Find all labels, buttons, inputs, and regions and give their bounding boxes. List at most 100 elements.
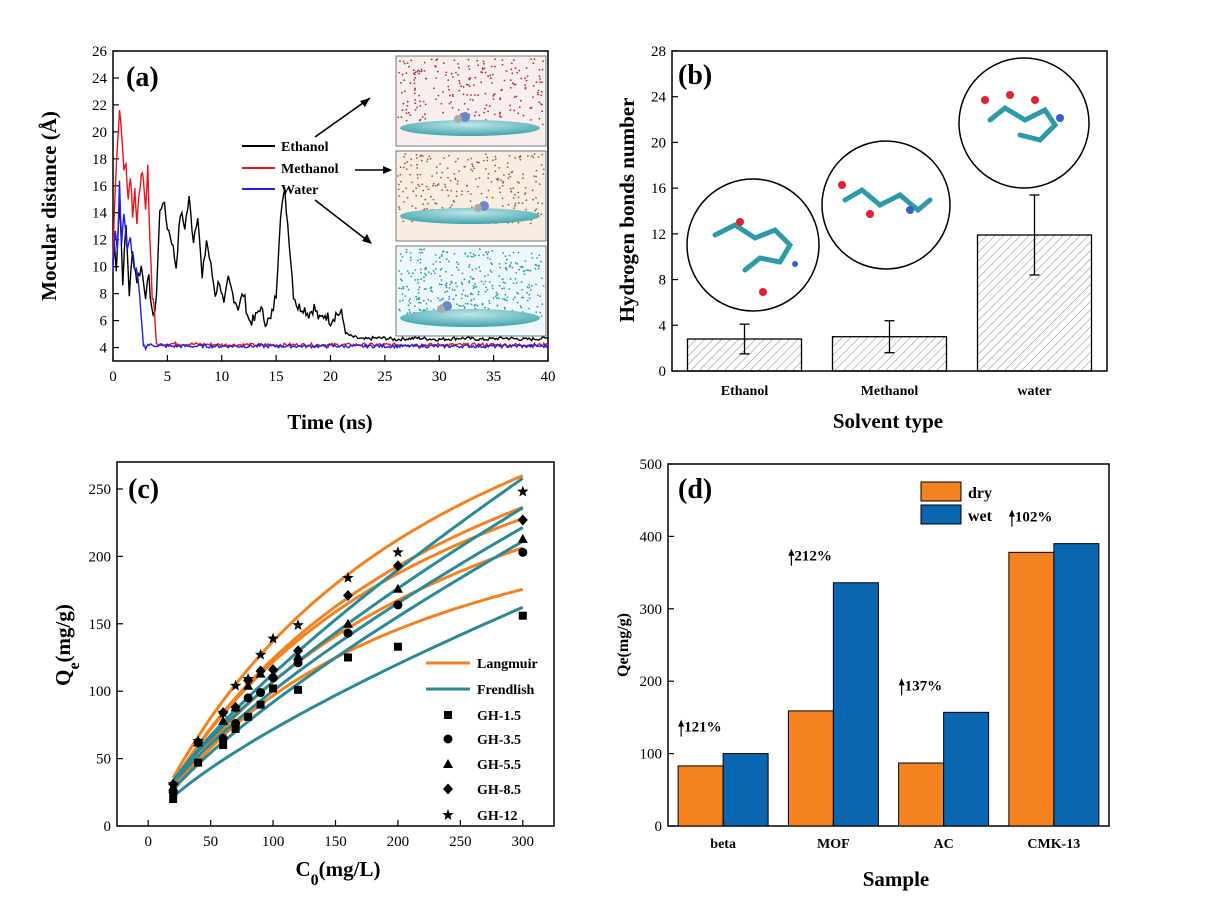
solvent-dot xyxy=(515,281,518,284)
a-ytick-label: 18 xyxy=(92,152,107,168)
data-point-gh-3-5 xyxy=(343,628,353,638)
solvent-dot xyxy=(480,81,483,84)
solvent-dot xyxy=(422,299,425,302)
solvent-dot xyxy=(536,305,539,308)
solvent-dot xyxy=(405,248,408,251)
solvent-dot xyxy=(478,266,481,269)
solvent-dot xyxy=(535,197,537,199)
solvent-dot xyxy=(426,207,428,210)
solvent-dot xyxy=(488,281,491,283)
solvent-dot xyxy=(409,311,411,314)
solvent-dot xyxy=(410,59,412,62)
solvent-dot xyxy=(409,173,412,176)
solvent-dot xyxy=(400,273,403,275)
solvent-dot xyxy=(514,83,517,86)
solvent-dot xyxy=(438,256,441,259)
data-point-gh-8-5 xyxy=(255,665,266,677)
solvent-dot xyxy=(512,59,515,61)
solvent-dot xyxy=(509,86,512,89)
legend-label-gh-8-5: GH-8.5 xyxy=(477,783,521,798)
solvent-dot xyxy=(424,198,427,201)
solvent-dot xyxy=(423,280,425,282)
solvent-dot xyxy=(437,297,440,300)
solvent-dot xyxy=(414,207,417,210)
annotation-arrowhead xyxy=(1008,509,1015,517)
legend-label-wet: wet xyxy=(968,508,993,525)
data-point-gh-3-5 xyxy=(393,600,403,610)
solvent-dot xyxy=(451,281,453,284)
a-xtick-label: 35 xyxy=(486,369,501,385)
solvent-dot xyxy=(531,257,534,259)
solvent-dot xyxy=(451,106,454,109)
solvent-dot xyxy=(401,299,404,302)
solvent-dot xyxy=(490,271,493,273)
b-category-label: Ethanol xyxy=(721,384,769,399)
solvent-dot xyxy=(501,197,504,200)
solvent-dot xyxy=(496,294,498,296)
solvent-dot xyxy=(448,154,450,157)
solvent-dot xyxy=(503,174,505,176)
solvent-dot xyxy=(417,69,420,72)
solvent-dot xyxy=(478,177,481,179)
legend-label-gh-3-5: GH-3.5 xyxy=(477,733,521,748)
solvent-dot xyxy=(414,88,416,91)
solvent-dot xyxy=(518,182,520,184)
solvent-dot xyxy=(509,104,511,107)
panel-a-xlabel: Time (ns) xyxy=(287,410,372,434)
legend-swatch-wet xyxy=(920,504,962,525)
solvent-dot xyxy=(476,59,479,62)
solvent-dot xyxy=(526,292,528,294)
solvent-dot xyxy=(467,65,470,68)
solvent-dot xyxy=(422,189,425,192)
solvent-dot xyxy=(483,67,486,70)
solvent-dot xyxy=(474,76,477,79)
solvent-dot xyxy=(463,306,466,308)
solvent-dot xyxy=(430,272,433,275)
solvent-dot xyxy=(498,112,501,115)
solvent-dot xyxy=(434,202,437,205)
series-line-water xyxy=(112,180,549,352)
solvent-dot xyxy=(403,62,406,65)
solvent-dot xyxy=(466,255,469,257)
solvent-dot xyxy=(478,114,481,117)
panel-d-label: (d) xyxy=(678,474,712,505)
solvent-dot xyxy=(470,94,472,96)
solvent-dot xyxy=(477,161,479,164)
solvent-dot xyxy=(539,295,542,298)
solvent-dot xyxy=(528,293,531,296)
solvent-dot xyxy=(450,101,452,103)
solvent-dot xyxy=(398,206,400,209)
solvent-dot xyxy=(471,170,474,172)
legend-swatch-dry xyxy=(920,481,962,502)
solvent-dot xyxy=(426,308,428,310)
solvent-dot xyxy=(447,85,450,88)
solvent-dot xyxy=(505,70,508,72)
solvent-dot xyxy=(540,94,543,97)
solvent-dot xyxy=(540,315,543,318)
solvent-dot xyxy=(510,171,513,174)
solvent-dot xyxy=(436,58,439,60)
bar-ethanol xyxy=(686,338,803,372)
solvent-dot xyxy=(418,94,420,97)
solvent-dot xyxy=(410,158,413,161)
solvent-dot xyxy=(501,287,503,290)
solvent-dot xyxy=(482,60,485,63)
solvent-dot xyxy=(443,157,445,160)
solvent-dot xyxy=(449,179,452,182)
a-ytick-label: 6 xyxy=(100,314,108,330)
solvent-dot xyxy=(434,254,437,256)
solvent-dot xyxy=(487,274,489,276)
d-category-label: AC xyxy=(934,837,954,852)
solvent-dot xyxy=(514,204,516,207)
data-point-gh-1-5 xyxy=(169,795,178,804)
b-ytick-label: 0 xyxy=(659,364,667,380)
solvent-dot xyxy=(484,290,487,293)
solvent-dot xyxy=(485,286,487,289)
solvent-dot xyxy=(413,92,416,95)
panel-d-bars: beta 121% MOF 212% AC 137% CMK-13 102% xyxy=(677,509,1100,852)
solvent-dot xyxy=(416,167,419,169)
panel-a-series xyxy=(112,109,549,352)
solvent-dot xyxy=(461,272,464,275)
solvent-dot xyxy=(417,183,419,186)
solvent-dot xyxy=(458,304,460,307)
